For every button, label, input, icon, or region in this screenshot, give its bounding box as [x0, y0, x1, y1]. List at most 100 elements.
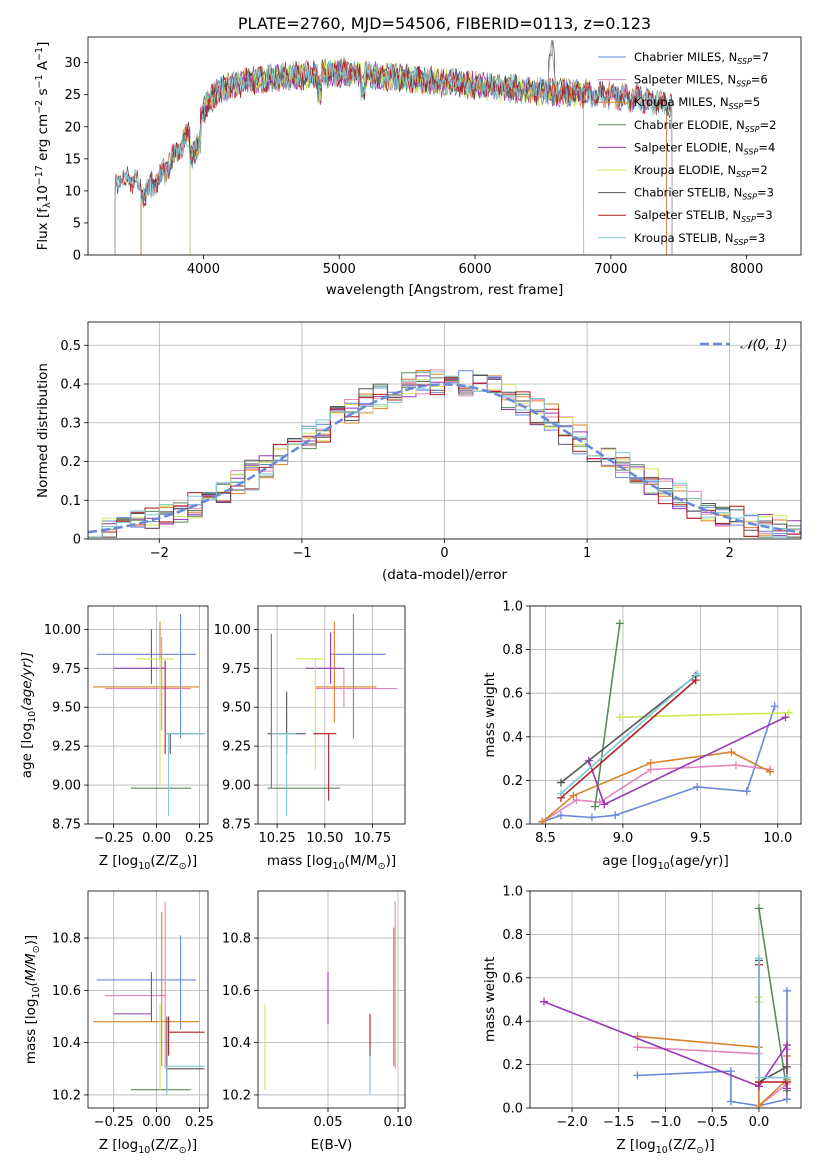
y-tick-label: 10.6 [222, 984, 251, 999]
y-tick-label: 1.0 [502, 885, 523, 900]
chart-title: PLATE=2760, MJD=54506, FIBERID=0113, z=0… [238, 14, 651, 33]
weight-marker [556, 811, 565, 820]
weight_vs_age-panel: 8.5 9.0 9.5 10.0 0.0 0.2 0.4 0.6 0.8 1.0 age [log1… [482, 600, 802, 872]
weight-line [560, 675, 697, 784]
weight-marker [587, 813, 596, 822]
weight-marker [782, 1095, 791, 1104]
y-tick-label: 25 [64, 88, 81, 103]
y-tick-label: 0.6 [502, 971, 523, 986]
y-tick-label: 10.6 [52, 984, 81, 999]
y-axis-label: age [log10(age/yr)] [19, 652, 38, 778]
errorbars [264, 901, 396, 1095]
weight-marker [572, 796, 581, 805]
age_vs_Z-panel: −0.25 0.00 0.25 8.75 9.00 9.25 9.50 9.75 10.00 Z … [19, 605, 214, 872]
y-tick-label: 10.00 [44, 623, 81, 638]
legend-entry: Salpeter STELIB, NSSP=3 [634, 208, 773, 224]
axes-frame [87, 890, 209, 1109]
y-tick-label: 30 [64, 56, 81, 71]
x-tick-label: 8.5 [535, 831, 556, 846]
y-tick-label: 1.0 [502, 600, 523, 615]
residuals-panel: −2 −1 0 1 2 0 0.1 0.2 0.3 0.4 0.5 (data-model)/erro… [35, 321, 802, 583]
x-tick-label: 9.5 [690, 831, 711, 846]
weight-series [538, 619, 793, 824]
histograms [88, 369, 801, 539]
y-tick-label: 8.75 [222, 818, 251, 833]
y-tick-label: 9.00 [222, 779, 251, 794]
y-tick-label: 0.0 [502, 1102, 523, 1117]
y-tick-label: 0.2 [502, 774, 523, 789]
weight-marker [726, 1097, 735, 1106]
y-tick-label: 0.4 [502, 1015, 523, 1030]
spectrum-line [114, 57, 673, 255]
weight-marker [569, 791, 578, 800]
axes-frame [529, 605, 802, 825]
y-tick-label: 9.00 [52, 779, 81, 794]
x-tick-label: 6000 [459, 262, 492, 277]
y-tick-label: 9.50 [52, 701, 81, 716]
weight-marker [742, 787, 751, 796]
x-tick-label: 10.0 [763, 831, 792, 846]
y-tick-label: 10.4 [222, 1036, 251, 1051]
y-tick-label: 20 [64, 120, 81, 135]
spectrum-series [114, 40, 673, 255]
legend-entry: Chabrier ELODIE, NSSP=2 [634, 118, 776, 134]
mass_vs_ebv-panel: 0.05 0.10 10.2 10.4 10.6 10.8 E(B-V) [222, 890, 413, 1153]
spectrum-panel: PLATE=2760, MJD=54506, FIBERID=0113, z=0… [34, 14, 802, 298]
weight-line [560, 672, 698, 795]
weight-series [540, 904, 791, 1108]
legend-entry: Salpeter ELODIE, NSSP=4 [634, 140, 775, 156]
errorbars [93, 613, 205, 817]
weight-marker [540, 997, 549, 1006]
legend-entry: Salpeter MILES, NSSP=6 [634, 73, 768, 89]
y-tick-label: 10.8 [222, 932, 251, 947]
weight-marker [754, 954, 763, 963]
legend-entry: Kroupa MILES, NSSP=5 [634, 95, 760, 111]
weight-line [594, 623, 621, 807]
weight-marker [766, 767, 775, 776]
y-tick-label: 9.50 [222, 701, 251, 716]
axes-frame [87, 321, 802, 540]
spectrum-line [114, 40, 673, 255]
weight-line [758, 908, 788, 1091]
x-axis-label: Z [log10(Z/Z⊙)] [99, 1137, 197, 1156]
weight-marker [633, 1043, 642, 1052]
y-axis-label: mass weight [482, 957, 498, 1042]
weight-marker [726, 1067, 735, 1076]
x-tick-label: 4000 [187, 262, 220, 277]
weight-line [560, 679, 697, 799]
y-tick-label: 0.1 [60, 494, 81, 509]
weight-marker [784, 708, 793, 717]
legend-entry: Chabrier STELIB, NSSP=3 [634, 186, 774, 202]
y-tick-label: 10.00 [214, 623, 251, 638]
weight-marker [754, 1073, 763, 1082]
histogram-steps [88, 371, 801, 539]
x-axis-label: (data-model)/error [382, 567, 508, 583]
x-tick-label: 8000 [730, 262, 763, 277]
axes-frame [257, 605, 406, 825]
x-tick-label: 0.25 [185, 831, 214, 846]
weight-marker [727, 748, 736, 757]
mass_vs_Z-panel: −0.25 0.00 0.25 10.2 10.4 10.6 10.8 Z [log10(Z/… [23, 890, 214, 1156]
x-tick-label: −0.5 [696, 1115, 728, 1130]
x-tick-label: 0.00 [142, 831, 171, 846]
spectrum-line [114, 60, 673, 255]
x-tick-label: −1.0 [650, 1115, 682, 1130]
y-tick-label: 9.25 [52, 740, 81, 755]
x-tick-label: 7000 [594, 262, 627, 277]
x-tick-label: 10.75 [354, 831, 391, 846]
weight-marker [693, 669, 702, 678]
y-tick-label: 0.8 [502, 643, 523, 658]
x-tick-label: 0 [440, 546, 448, 561]
y-axis-label: mass [log10(M/M⊙)] [23, 935, 42, 1064]
weight-marker [782, 986, 791, 995]
y-tick-label: 9.25 [222, 740, 251, 755]
legend-entry: 𝒩(0, 1) [740, 338, 787, 353]
legend-entry: Kroupa STELIB, NSSP=3 [634, 231, 765, 247]
weight-marker [781, 713, 790, 722]
y-tick-label: 0.4 [60, 378, 81, 393]
x-tick-label: 0.10 [384, 1115, 413, 1130]
emission-line [547, 40, 556, 89]
weight-marker [556, 778, 565, 787]
weight-marker [691, 676, 700, 685]
